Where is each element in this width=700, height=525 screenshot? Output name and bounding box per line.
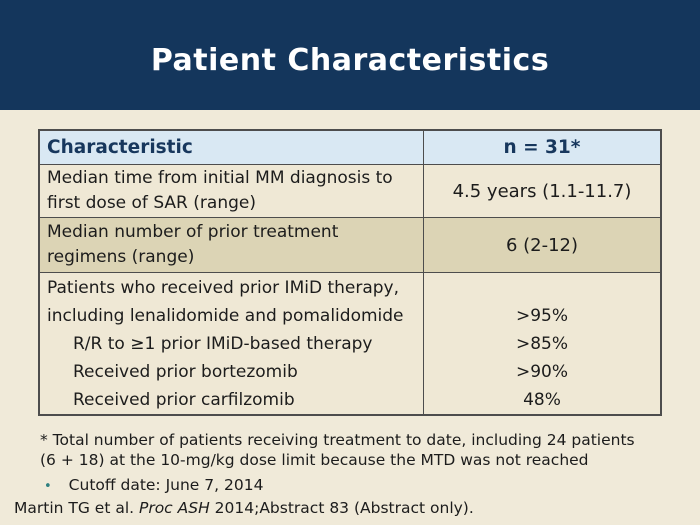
row-label: Median number of prior treatment regimen… xyxy=(40,218,424,272)
citation-suffix: 2014;Abstract 83 (Abstract only). xyxy=(209,499,474,517)
patient-characteristics-table: Characteristic n = 31* Median time from … xyxy=(38,129,662,416)
citation-journal: Proc ASH xyxy=(138,499,210,517)
column-header-n: n = 31* xyxy=(503,137,581,158)
group-label-line: Patients who received prior IMiD therapy… xyxy=(47,278,400,298)
row-label-line: Median number of prior treatment xyxy=(47,222,339,242)
column-header-characteristic: Characteristic xyxy=(40,131,424,164)
slide-title: Patient Characteristics xyxy=(150,42,550,78)
footnote-asterisk: * Total number of patients receiving tre… xyxy=(40,430,664,470)
group-label-line: including lenalidomide and pomalidomide xyxy=(47,306,404,326)
table-header-row: Characteristic n = 31* xyxy=(40,131,660,165)
table-row-imid-group: Patients who received prior IMiD therapy… xyxy=(40,273,660,414)
table-row-median-time: Median time from initial MM diagnosis to… xyxy=(40,165,660,218)
group-label-line: R/R to ≥1 prior IMiD-based therapy xyxy=(73,334,373,354)
group-label-line: Received prior carfilzomib xyxy=(73,390,295,410)
group-value: >85% xyxy=(515,334,569,354)
row-label: Median time from initial MM diagnosis to… xyxy=(40,165,424,217)
title-band: Patient Characteristics xyxy=(0,0,700,110)
group-value: >95% xyxy=(515,306,569,326)
row-label-line: regimens (range) xyxy=(47,247,195,267)
row-label-line: first dose of SAR (range) xyxy=(47,193,256,213)
group-label-line: Received prior bortezomib xyxy=(73,362,298,382)
row-label-line: Median time from initial MM diagnosis to xyxy=(47,168,393,188)
group-value xyxy=(424,274,660,302)
citation: Martin TG et al. Proc ASH 2014;Abstract … xyxy=(14,499,474,517)
cutoff-date-text: Cutoff date: June 7, 2014 xyxy=(68,476,264,494)
group-value: >90% xyxy=(515,362,569,382)
cutoff-date-line: • Cutoff date: June 7, 2014 xyxy=(44,476,263,494)
footnote-line: * Total number of patients receiving tre… xyxy=(40,431,635,449)
citation-prefix: Martin TG et al. xyxy=(14,499,139,517)
group-value: 48% xyxy=(523,390,561,410)
footnote-line: (6 + 18) at the 10-mg/kg dose limit beca… xyxy=(40,451,589,469)
row-value: 6 (2-12) xyxy=(505,234,579,256)
table-row-prior-regimens: Median number of prior treatment regimen… xyxy=(40,218,660,273)
bullet-icon: • xyxy=(44,479,52,494)
group-values: >95% >85% >90% 48% xyxy=(424,273,660,414)
row-value: 4.5 years (1.1-11.7) xyxy=(452,180,632,202)
group-labels: Patients who received prior IMiD therapy… xyxy=(40,273,424,414)
